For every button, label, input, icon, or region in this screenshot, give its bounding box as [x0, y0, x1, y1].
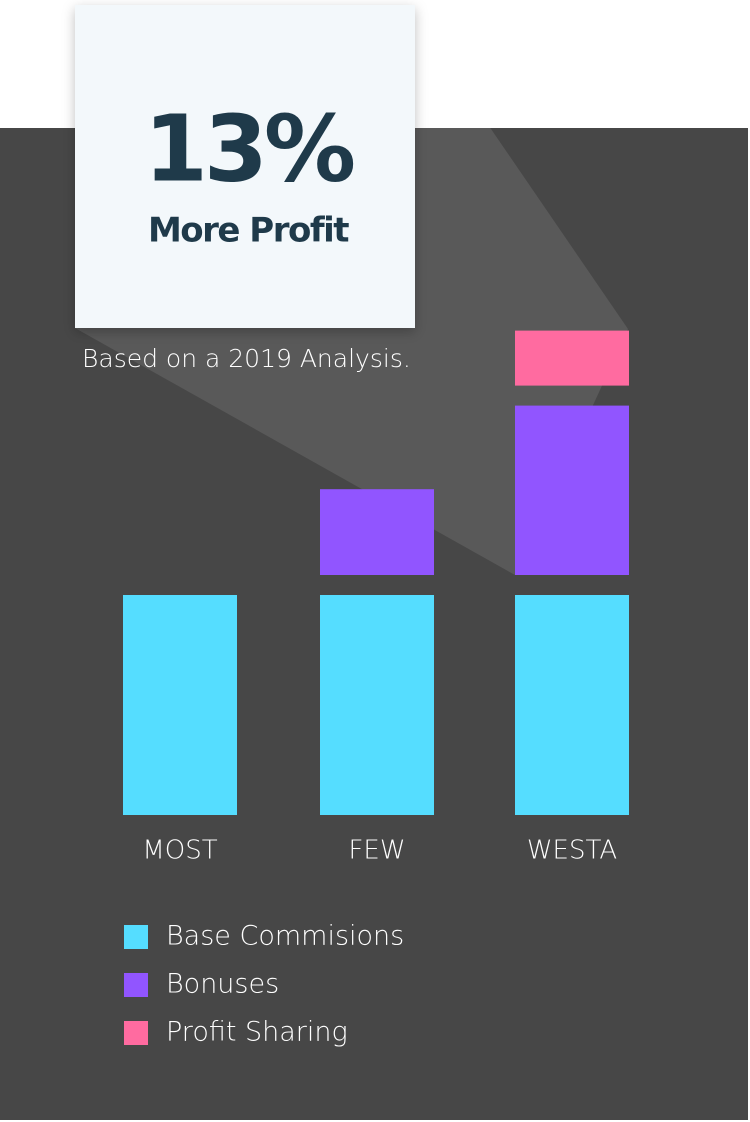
category-label: FEW	[348, 836, 405, 866]
legend-label: Base Commisions	[166, 921, 404, 952]
legend-label: Bonuses	[166, 969, 279, 1000]
bar-segment	[515, 595, 629, 815]
bar-segment	[123, 595, 237, 815]
legend-label: Profit Sharing	[166, 1017, 348, 1048]
callout-value: 13%	[144, 95, 354, 202]
category-label: MOST	[142, 836, 217, 866]
legend-swatch	[124, 973, 148, 997]
callout-box	[75, 5, 415, 328]
bar-segment	[515, 405, 629, 575]
callout-label: More Profit	[148, 211, 349, 251]
legend-swatch	[124, 925, 148, 949]
subtitle: Based on a 2019 Analysis.	[82, 344, 411, 373]
bar-segment	[515, 330, 629, 386]
bar-segment	[320, 595, 434, 815]
legend-swatch	[124, 1021, 148, 1045]
category-label: WESTA	[527, 836, 617, 866]
bar-segment	[320, 489, 434, 575]
